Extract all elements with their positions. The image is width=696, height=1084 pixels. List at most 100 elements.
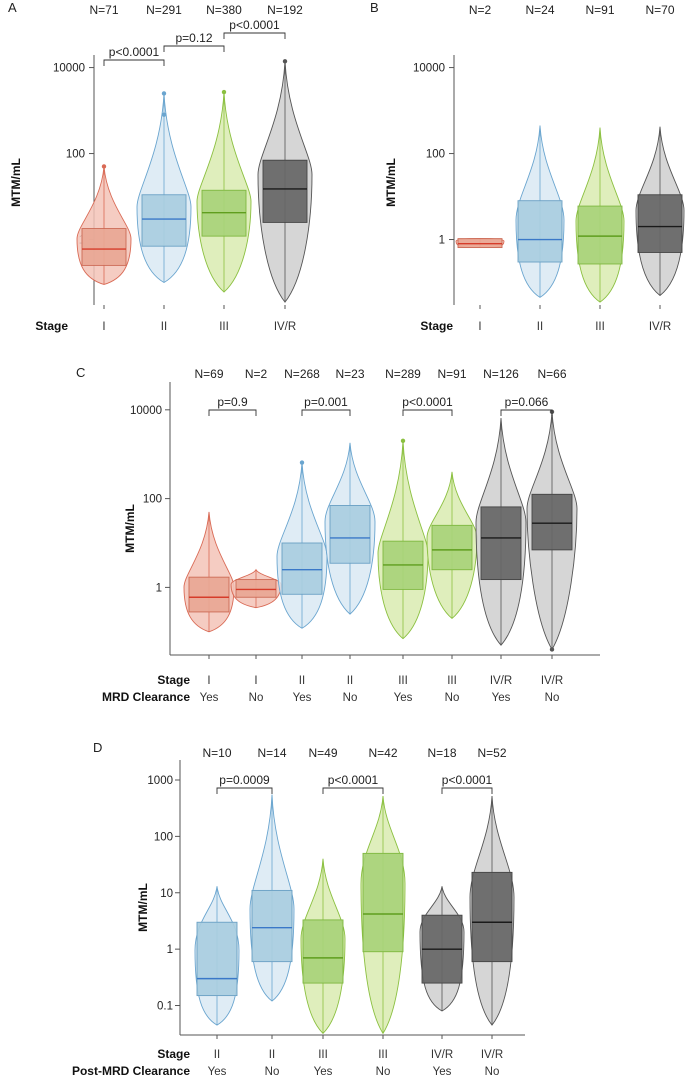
violin-box-group — [183, 511, 235, 633]
box-iqr — [81, 228, 127, 266]
outlier-point — [161, 112, 167, 117]
violin-box-group — [455, 238, 505, 249]
significance-bracket: p<0.0001 — [402, 395, 453, 416]
sample-size-label: N=14 — [257, 746, 286, 760]
p-value-label: p=0.0009 — [219, 773, 270, 787]
violin-box-group — [257, 59, 313, 303]
sample-size-label: N=268 — [284, 367, 320, 381]
x-category-label: II — [214, 1049, 220, 1061]
x-category-label: No — [265, 1066, 280, 1078]
outlier-point — [299, 460, 305, 465]
x-category-label: IV/R — [541, 675, 563, 687]
violin-box-group — [194, 886, 240, 1026]
p-value-label: p=0.001 — [304, 395, 348, 409]
x-category-label: II — [299, 675, 305, 687]
sample-size-label: N=126 — [483, 367, 519, 381]
sample-size-label: N=380 — [206, 3, 242, 17]
box-iqr — [517, 200, 563, 263]
bracket-line — [441, 787, 493, 794]
outlier-point — [282, 59, 288, 64]
outlier-point — [161, 91, 167, 96]
sample-size-label: N=70 — [645, 3, 674, 17]
x-category-label: II — [161, 321, 167, 333]
y-tick-label: 10 — [160, 888, 173, 900]
outlier-point — [549, 647, 555, 652]
panel-letter: C — [76, 365, 85, 380]
sample-size-label: N=289 — [385, 367, 421, 381]
y-tick-label: 1000 — [147, 775, 173, 787]
violin-box-group — [76, 164, 132, 285]
x-category-label: IV/R — [649, 321, 671, 333]
x-category-label: No — [485, 1066, 500, 1078]
violin-box-group — [249, 794, 295, 1002]
significance-bracket: p<0.0001 — [103, 45, 165, 66]
sample-size-label: N=18 — [427, 746, 456, 760]
x-category-label: Yes — [293, 692, 312, 704]
sample-size-label: N=23 — [335, 367, 364, 381]
box-iqr — [188, 576, 230, 613]
violin-box-group — [136, 91, 192, 284]
box-iqr — [302, 919, 344, 984]
y-tick-label: 10000 — [130, 405, 162, 417]
violin-box-group — [419, 886, 465, 1012]
sample-size-label: N=91 — [437, 367, 466, 381]
x-category-label: III — [219, 321, 229, 333]
outlier-point — [400, 438, 406, 444]
outlier-point — [101, 164, 107, 169]
box-iqr — [329, 505, 371, 564]
x-category-label: IV/R — [431, 1049, 453, 1061]
violin-box-group — [360, 795, 406, 1035]
box-iqr — [251, 889, 293, 963]
panel-letter: D — [93, 740, 102, 755]
significance-bracket: p<0.0001 — [223, 18, 286, 39]
sample-size-label: N=71 — [89, 3, 118, 17]
violin-box-group — [196, 89, 252, 293]
x-category-label: III — [595, 321, 605, 333]
box-iqr — [431, 524, 473, 571]
panel-b: B 1 100 10000 MTM/mL Stage N=2 I N=24 II N=91 III N=… — [370, 0, 685, 333]
p-value-label: p<0.0001 — [109, 45, 160, 59]
sample-size-label: N=192 — [267, 3, 303, 17]
box-iqr — [362, 852, 404, 953]
sample-size-label: N=2 — [469, 3, 492, 17]
box-iqr — [196, 921, 238, 997]
y-axis-title: MTM/mL — [136, 883, 150, 932]
violin-box-group — [300, 858, 346, 1035]
violin-box-group — [475, 418, 527, 646]
significance-bracket: p=0.066 — [500, 395, 553, 416]
significance-bracket: p=0.0009 — [216, 773, 273, 794]
x-category-label: I — [207, 675, 210, 687]
x-category-label: No — [249, 692, 264, 704]
x-category-label: III — [318, 1049, 328, 1061]
x-row-label: Post-MRD Clearance — [72, 1064, 190, 1078]
box-iqr — [480, 506, 522, 581]
x-row-label: Stage — [157, 1047, 190, 1061]
x-category-label: Yes — [200, 692, 219, 704]
y-tick-label: 100 — [66, 149, 85, 161]
p-value-label: p=0.066 — [505, 395, 549, 409]
sample-size-label: N=2 — [245, 367, 268, 381]
bracket-line — [103, 59, 165, 66]
significance-bracket: p<0.0001 — [322, 773, 384, 794]
significance-bracket: p=0.001 — [301, 395, 351, 416]
x-category-label: III — [398, 675, 408, 687]
violin-box-group — [515, 125, 565, 298]
sample-size-label: N=91 — [585, 3, 614, 17]
bracket-line — [322, 787, 384, 794]
violin-box-group — [575, 127, 625, 303]
x-category-label: Yes — [314, 1066, 333, 1078]
x-category-label: III — [378, 1049, 388, 1061]
x-category-label: Yes — [208, 1066, 227, 1078]
x-category-label: IV/R — [490, 675, 512, 687]
bracket-line — [223, 32, 286, 39]
y-axis-title: MTM/mL — [123, 504, 137, 553]
p-value-label: p=0.9 — [217, 395, 248, 409]
x-category-label: I — [478, 321, 481, 333]
bracket-line — [163, 45, 225, 52]
y-axis-title: MTM/mL — [9, 158, 23, 207]
x-category-label: IV/R — [274, 321, 296, 333]
sample-size-label: N=49 — [308, 746, 337, 760]
sample-size-label: N=69 — [194, 367, 223, 381]
panel-d: D 0.1 1 10 100 1000 MTM/mL Stage Post-MRD Cleara… — [72, 740, 525, 1078]
